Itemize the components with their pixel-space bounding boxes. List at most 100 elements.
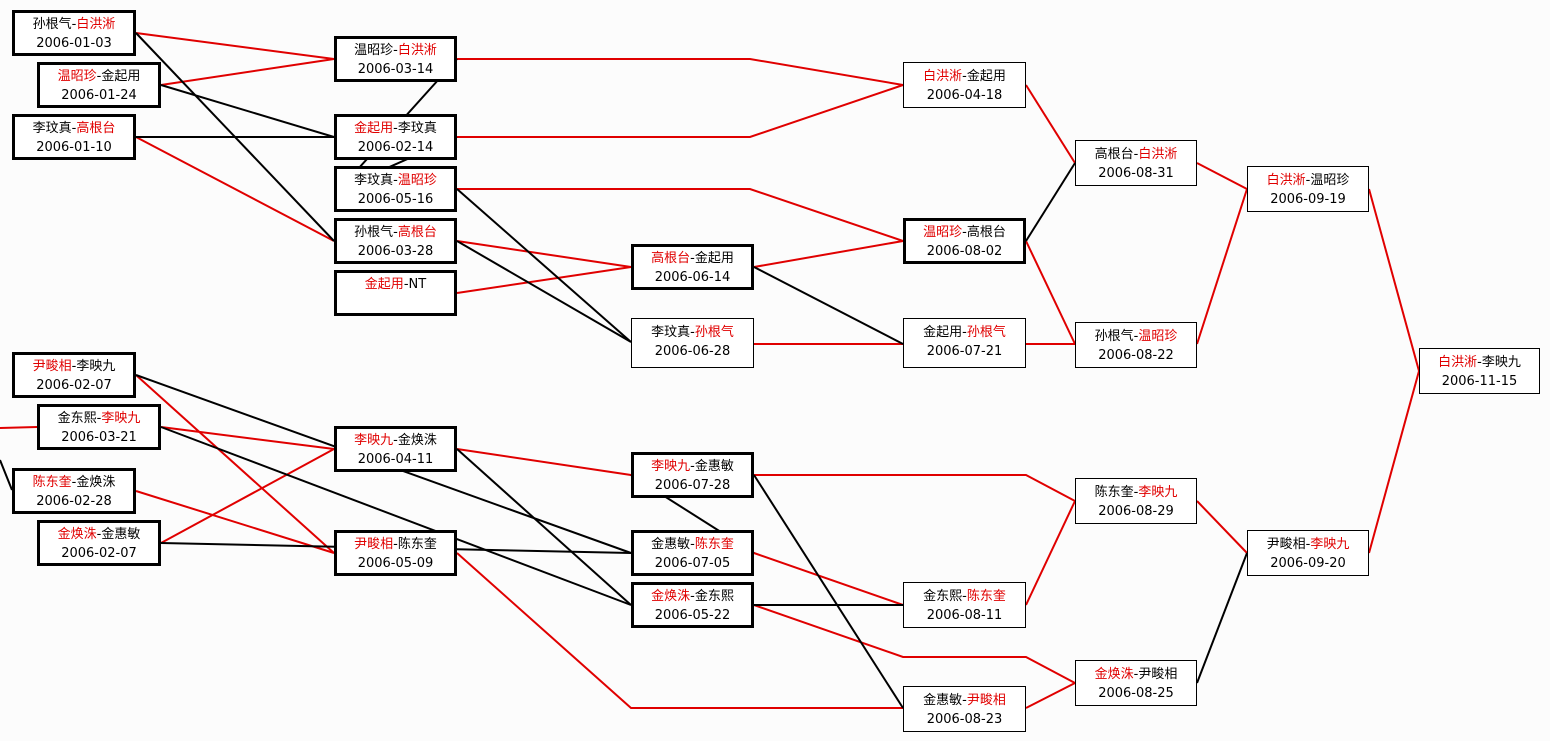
match-box[interactable]: 金起用-李玟真 2006-02-14 <box>334 114 457 160</box>
match-players: 李映九-金焕洙 <box>337 431 454 450</box>
player-2: 金焕洙 <box>397 433 437 448</box>
match-box[interactable]: 金焕洙-金惠敏 2006-02-07 <box>37 520 161 566</box>
match-box[interactable]: 金焕洙-金东熙 2006-05-22 <box>631 582 754 628</box>
match-date: 2006-07-05 <box>654 556 731 571</box>
connector-line <box>457 188 904 242</box>
match-date: 2006-08-22 <box>1098 348 1174 363</box>
player-2: 温昭珍 <box>1310 173 1350 188</box>
match-date: 2006-08-31 <box>1098 166 1174 181</box>
separator: - <box>96 527 102 542</box>
player-2: 金焕洙 <box>76 475 116 490</box>
connector-line <box>753 552 904 606</box>
connector-line <box>456 266 632 294</box>
match-players: 孙根气-白洪淅 <box>15 15 133 34</box>
match-date: 2006-08-02 <box>926 244 1003 259</box>
connector-line <box>1025 162 1076 242</box>
player-2: 李映九 <box>76 359 116 374</box>
match-box[interactable]: 陈东奎-金焕洙 2006-02-28 <box>12 468 136 514</box>
match-box[interactable]: 尹畯相-李映九 2006-02-07 <box>12 352 136 398</box>
separator: - <box>690 537 695 552</box>
separator: - <box>393 433 398 448</box>
match-box[interactable]: 李映九-金惠敏 2006-07-28 <box>631 452 754 498</box>
player-1: 白洪淅 <box>923 69 963 84</box>
player-2: 李映九 <box>1138 485 1178 500</box>
match-box[interactable]: 金焕洙-尹畯相 2006-08-25 <box>1075 660 1197 706</box>
match-box[interactable]: 孙根气-高根台 2006-03-28 <box>334 218 457 264</box>
player-1: 金起用 <box>923 325 963 340</box>
player-1: 金惠敏 <box>651 537 691 552</box>
match-box[interactable]: 李玟真-高根台 2006-01-10 <box>12 114 136 160</box>
player-1: 尹畯相 <box>32 359 72 374</box>
player-2: 李映九 <box>101 411 141 426</box>
match-box[interactable]: 金起用-NT <box>334 270 457 316</box>
match-date: 2006-03-14 <box>357 62 434 77</box>
connector-line <box>456 448 632 476</box>
match-box[interactable]: 白洪淅-李映九 2006-11-15 <box>1419 348 1540 394</box>
player-2: 温昭珍 <box>1138 329 1178 344</box>
match-date: 2006-03-21 <box>61 430 137 445</box>
match-players: 陈东奎-金焕洙 <box>15 473 133 492</box>
connector-line <box>753 474 904 709</box>
player-2: 白洪淅 <box>76 17 116 32</box>
match-box[interactable]: 孙根气-白洪淅 2006-01-03 <box>12 10 136 56</box>
match-date: 2006-06-14 <box>654 270 731 285</box>
separator: - <box>393 225 398 240</box>
player-1: 温昭珍 <box>923 225 963 240</box>
match-players: 孙根气-温昭珍 <box>1076 327 1196 346</box>
match-box[interactable]: 金惠敏-陈东奎 2006-07-05 <box>631 530 754 576</box>
player-2: 金起用 <box>101 69 141 84</box>
match-box[interactable]: 白洪淅-温昭珍 2006-09-19 <box>1247 166 1369 212</box>
connector-line <box>135 136 335 242</box>
player-1: 李玟真 <box>651 325 691 340</box>
connector-line <box>1196 552 1248 684</box>
connector-line <box>1368 370 1420 554</box>
player-1: 金起用 <box>354 121 394 136</box>
match-date: 2006-09-19 <box>1270 192 1346 207</box>
connector-line <box>1025 240 1076 345</box>
connector-line <box>160 426 632 606</box>
player-1: 温昭珍 <box>57 69 97 84</box>
player-2: 李玟真 <box>397 121 437 136</box>
connector-line <box>1368 188 1420 372</box>
connector-line <box>457 58 904 86</box>
player-2: 金惠敏 <box>101 527 141 542</box>
separator: - <box>1133 667 1139 682</box>
match-box[interactable]: 尹畯相-李映九 2006-09-20 <box>1247 530 1369 576</box>
separator: - <box>403 277 409 292</box>
match-players: 温昭珍-高根台 <box>906 223 1023 242</box>
separator: - <box>962 325 967 340</box>
match-players: 尹畯相-陈东奎 <box>337 535 454 554</box>
match-box[interactable]: 李玟真-孙根气 2006-06-28 <box>631 318 754 368</box>
separator: - <box>690 251 695 266</box>
player-1: 白洪淅 <box>1438 355 1478 370</box>
match-box[interactable]: 陈东奎-李映九 2006-08-29 <box>1075 478 1197 524</box>
match-box[interactable]: 金东熙-李映九 2006-03-21 <box>37 404 161 450</box>
match-date: 2006-01-24 <box>61 88 137 103</box>
connector-line <box>1025 682 1076 709</box>
match-players: 金起用-李玟真 <box>337 119 454 138</box>
match-box[interactable]: 温昭珍-高根台 2006-08-02 <box>903 218 1026 264</box>
player-2: 高根台 <box>397 225 437 240</box>
match-players: 金东熙-李映九 <box>40 409 158 428</box>
match-box[interactable]: 高根台-白洪淅 2006-08-31 <box>1075 140 1197 186</box>
match-box[interactable]: 孙根气-温昭珍 2006-08-22 <box>1075 322 1197 368</box>
match-box[interactable]: 高根台-金起用 2006-06-14 <box>631 244 754 290</box>
separator: - <box>1305 537 1311 552</box>
connector-line <box>754 474 1076 502</box>
match-players: 尹畯相-李映九 <box>15 357 133 376</box>
match-date: 2006-02-14 <box>357 140 434 155</box>
match-box[interactable]: 李映九-金焕洙 2006-04-11 <box>334 426 457 472</box>
match-box[interactable]: 金惠敏-尹畯相 2006-08-23 <box>903 686 1026 732</box>
match-box[interactable]: 金东熙-陈东奎 2006-08-11 <box>903 582 1026 628</box>
player-1: 李玟真 <box>32 121 72 136</box>
match-box[interactable]: 尹畯相-陈东奎 2006-05-09 <box>334 530 457 576</box>
match-box[interactable]: 温昭珍-白洪淅 2006-03-14 <box>334 36 457 82</box>
match-box[interactable]: 金起用-孙根气 2006-07-21 <box>903 318 1026 368</box>
match-box[interactable]: 李玟真-温昭珍 2006-05-16 <box>334 166 457 212</box>
connector-line <box>753 240 904 268</box>
connector-line <box>1025 500 1076 606</box>
connector-line <box>456 240 632 343</box>
match-box[interactable]: 温昭珍-金起用 2006-01-24 <box>37 62 161 108</box>
separator: - <box>393 537 398 552</box>
match-box[interactable]: 白洪淅-金起用 2006-04-18 <box>903 62 1026 108</box>
